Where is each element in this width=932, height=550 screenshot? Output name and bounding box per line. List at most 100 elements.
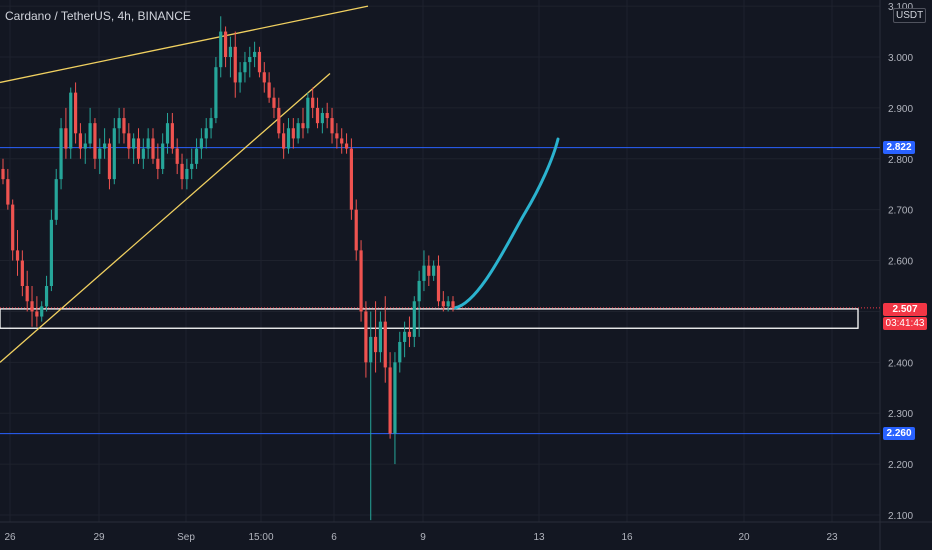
candle bbox=[282, 123, 286, 159]
candle bbox=[296, 118, 300, 144]
candle-body bbox=[451, 301, 455, 308]
y-tick-label: 2.900 bbox=[888, 104, 913, 115]
candle-body bbox=[436, 265, 441, 302]
candle-body bbox=[441, 301, 445, 307]
candle-body bbox=[373, 336, 378, 353]
candle-body bbox=[146, 138, 150, 149]
candle-body bbox=[417, 280, 421, 302]
candle bbox=[6, 168, 10, 210]
candle-body bbox=[344, 143, 349, 149]
candle bbox=[446, 296, 450, 312]
candle bbox=[340, 128, 344, 154]
symbol-title[interactable]: Cardano / TetherUS, 4h, BINANCE bbox=[5, 9, 191, 23]
candle bbox=[83, 133, 87, 164]
candle-body bbox=[228, 46, 233, 57]
y-tick-label: 2.400 bbox=[888, 358, 913, 369]
candle bbox=[78, 123, 83, 159]
candle-body bbox=[301, 123, 305, 129]
candle bbox=[393, 352, 397, 465]
candle-body bbox=[30, 301, 34, 312]
candle-body bbox=[35, 311, 39, 317]
candle bbox=[204, 118, 208, 149]
candle-body bbox=[432, 265, 436, 276]
candle-body bbox=[340, 138, 344, 144]
currency-badge[interactable]: USDT bbox=[893, 8, 927, 23]
candle bbox=[219, 16, 223, 78]
candle-body bbox=[165, 123, 170, 144]
candle-body bbox=[291, 128, 295, 139]
candle bbox=[165, 112, 170, 154]
candle-body bbox=[427, 265, 431, 276]
candle-body bbox=[40, 306, 44, 317]
candle-body bbox=[325, 112, 329, 119]
candle bbox=[335, 123, 339, 149]
candle bbox=[417, 270, 421, 337]
x-tick-label: 15:00 bbox=[248, 532, 273, 543]
candle bbox=[432, 260, 436, 281]
bar-countdown: 03:41:43 bbox=[883, 317, 927, 330]
candle bbox=[233, 31, 237, 98]
candle bbox=[354, 199, 358, 261]
candle bbox=[30, 286, 34, 327]
candle bbox=[25, 270, 29, 312]
candle bbox=[330, 107, 334, 144]
candle bbox=[73, 82, 78, 144]
candle-body bbox=[190, 163, 194, 169]
lower-level-price-tag: 2.260 bbox=[883, 427, 915, 440]
candle bbox=[209, 107, 213, 139]
candle bbox=[132, 133, 136, 164]
candle bbox=[291, 118, 295, 149]
x-tick-label: 16 bbox=[621, 532, 633, 543]
drawings bbox=[0, 5, 880, 435]
candle-body bbox=[49, 219, 53, 286]
candle-body bbox=[64, 128, 68, 149]
candle bbox=[98, 138, 102, 175]
candle bbox=[262, 62, 266, 93]
candle-body bbox=[422, 265, 426, 281]
candle-body bbox=[359, 250, 363, 312]
x-tick-label: 9 bbox=[420, 532, 426, 543]
candle bbox=[170, 112, 174, 154]
candle bbox=[54, 168, 58, 225]
candle-body bbox=[393, 362, 397, 434]
candle-body bbox=[170, 123, 174, 149]
candle bbox=[69, 87, 73, 159]
candle bbox=[103, 128, 107, 159]
candle bbox=[49, 209, 53, 292]
candle bbox=[93, 118, 97, 169]
x-tick-label: 20 bbox=[738, 532, 750, 543]
rising-trendline bbox=[0, 73, 331, 363]
candle-body bbox=[25, 286, 29, 302]
candle bbox=[11, 199, 15, 261]
candle bbox=[146, 128, 150, 159]
candle-body bbox=[354, 209, 358, 251]
last-price-tag: 2.507 bbox=[883, 303, 927, 316]
candle bbox=[214, 57, 218, 124]
candle-body bbox=[54, 179, 58, 220]
x-tick-label: 23 bbox=[826, 532, 838, 543]
candle bbox=[223, 26, 228, 68]
candle-body bbox=[383, 321, 387, 368]
candle-body bbox=[262, 72, 266, 83]
x-tick-label: 29 bbox=[93, 532, 105, 543]
candle bbox=[248, 46, 252, 78]
candle bbox=[185, 158, 189, 190]
candle bbox=[373, 301, 378, 373]
upper-trendline bbox=[0, 5, 369, 84]
candle-body bbox=[204, 128, 208, 139]
x-tick-label: 26 bbox=[4, 532, 16, 543]
candle bbox=[436, 255, 441, 307]
candle-body bbox=[219, 31, 223, 68]
candle-body bbox=[93, 123, 97, 159]
candle-body bbox=[233, 46, 237, 83]
candle bbox=[315, 97, 320, 129]
candle-body bbox=[257, 51, 262, 73]
candle-body bbox=[214, 67, 218, 119]
candle bbox=[141, 138, 145, 169]
candle-body bbox=[253, 51, 257, 57]
candle bbox=[243, 51, 247, 83]
candle-body bbox=[388, 367, 392, 434]
